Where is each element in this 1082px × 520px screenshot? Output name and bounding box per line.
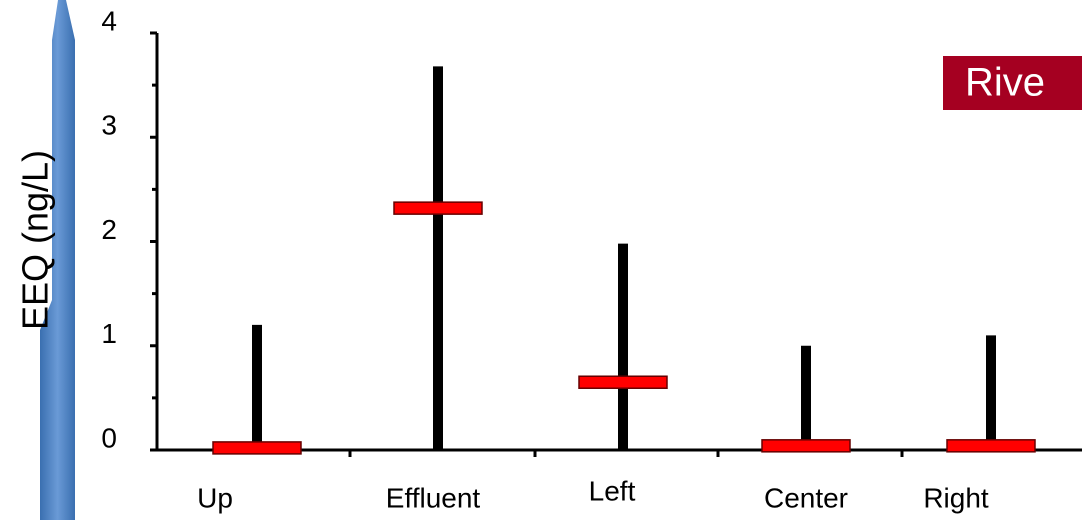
median-bar xyxy=(578,375,668,389)
annotation-box xyxy=(943,56,1082,110)
y-axis-label: EEQ (ng/L) xyxy=(15,150,56,330)
x-tick-label: Right xyxy=(923,482,989,513)
x-tick-label: Left xyxy=(589,475,636,506)
y-tick-label: 0 xyxy=(101,422,117,453)
decoration xyxy=(40,0,75,520)
median-bar xyxy=(212,441,302,455)
median-bar xyxy=(393,201,483,215)
y-tick-label: 4 xyxy=(101,5,117,36)
x-tick-label: Center xyxy=(764,482,848,513)
y-tick-label: 3 xyxy=(101,110,117,141)
annotation: Rive xyxy=(965,61,1045,105)
median-bar xyxy=(946,439,1036,453)
y-tick-label: 1 xyxy=(101,318,117,349)
x-tick-label: Effluent xyxy=(386,482,481,513)
median-bar xyxy=(761,439,851,453)
x-tick-label: Up xyxy=(197,482,233,513)
y-tick-label: 2 xyxy=(101,214,117,245)
